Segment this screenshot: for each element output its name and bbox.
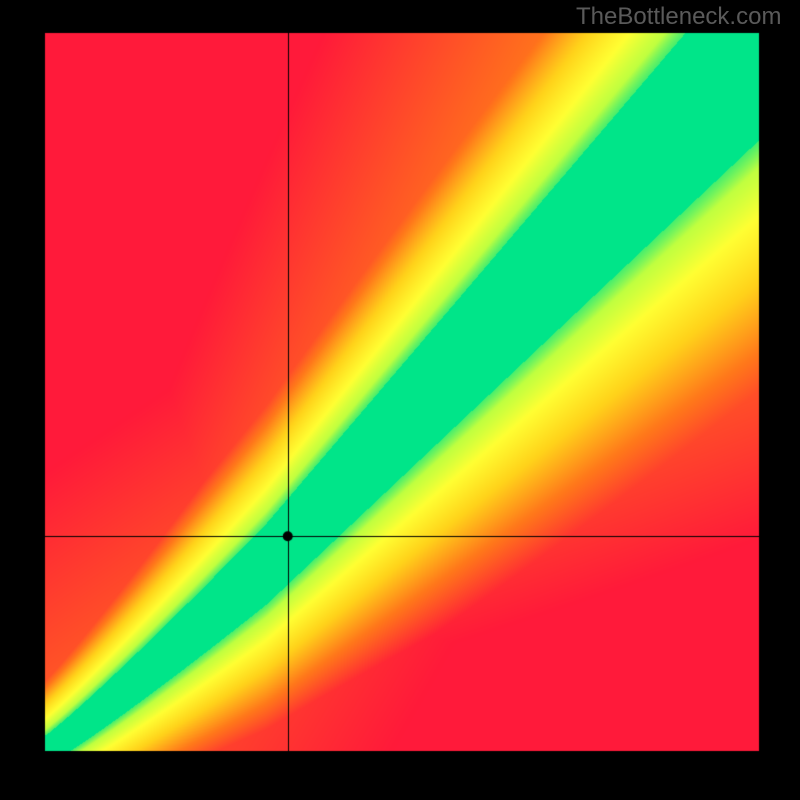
- bottleneck-heatmap: [0, 0, 800, 800]
- chart-container: TheBottleneck.com: [0, 0, 800, 800]
- source-watermark: TheBottleneck.com: [576, 3, 781, 31]
